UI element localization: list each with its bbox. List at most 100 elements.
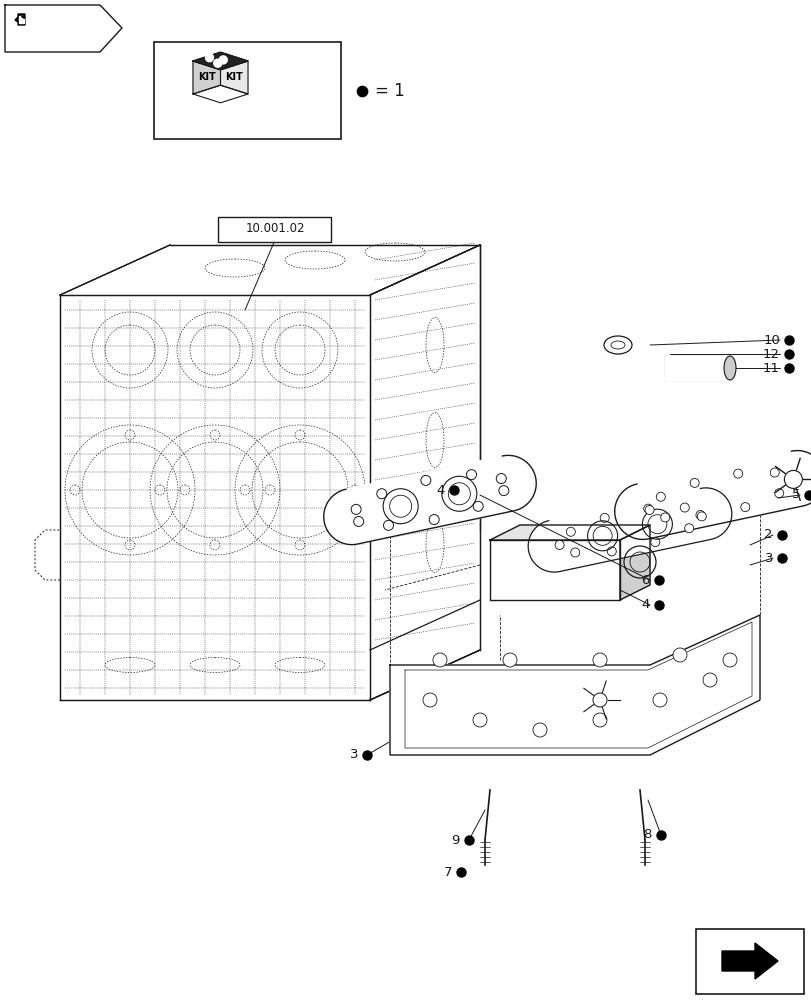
Polygon shape [614, 451, 811, 539]
Text: = 1: = 1 [375, 82, 404, 100]
Polygon shape [15, 14, 25, 25]
Circle shape [697, 512, 706, 521]
Point [654, 827, 667, 843]
Polygon shape [527, 488, 731, 572]
Text: KIT: KIT [198, 73, 216, 83]
Circle shape [429, 515, 439, 525]
Circle shape [213, 59, 221, 67]
Circle shape [774, 489, 783, 498]
Point [652, 597, 665, 613]
Circle shape [702, 673, 716, 687]
Point [462, 832, 475, 848]
Text: 6: 6 [641, 574, 649, 586]
Point [801, 487, 811, 503]
Point [782, 346, 795, 362]
Circle shape [502, 653, 517, 667]
Point [454, 864, 467, 880]
Circle shape [592, 713, 607, 727]
Circle shape [432, 653, 446, 667]
Text: 12: 12 [762, 348, 779, 360]
Point [782, 360, 795, 376]
Polygon shape [221, 61, 247, 94]
Circle shape [383, 520, 393, 530]
Circle shape [565, 527, 575, 536]
Polygon shape [19, 16, 24, 23]
Circle shape [496, 474, 505, 484]
Circle shape [350, 504, 361, 514]
Polygon shape [5, 5, 122, 52]
Polygon shape [620, 525, 649, 600]
Circle shape [644, 505, 654, 514]
Circle shape [473, 501, 483, 511]
Circle shape [652, 693, 666, 707]
Circle shape [783, 470, 801, 488]
Text: 10.001.02: 10.001.02 [245, 223, 304, 235]
Circle shape [684, 524, 693, 533]
Polygon shape [21, 16, 24, 18]
Point [652, 572, 665, 588]
Polygon shape [664, 356, 729, 380]
Circle shape [695, 511, 704, 520]
Polygon shape [193, 85, 247, 103]
FancyBboxPatch shape [218, 217, 331, 241]
Circle shape [592, 693, 607, 707]
Point [775, 527, 787, 543]
Text: 2: 2 [764, 528, 772, 542]
Circle shape [770, 468, 779, 477]
Ellipse shape [723, 356, 735, 380]
Text: 11: 11 [762, 361, 779, 374]
Circle shape [689, 478, 698, 487]
Circle shape [592, 653, 607, 667]
Circle shape [555, 540, 564, 549]
Text: 8: 8 [643, 828, 651, 842]
Point [782, 332, 795, 348]
Circle shape [643, 504, 652, 513]
FancyBboxPatch shape [696, 928, 804, 994]
Text: 9: 9 [451, 834, 460, 846]
Polygon shape [60, 245, 479, 700]
Point [775, 550, 787, 566]
Point [355, 83, 368, 99]
Circle shape [672, 648, 686, 662]
Circle shape [680, 503, 689, 512]
Text: KIT: KIT [225, 73, 242, 83]
Text: 5: 5 [791, 488, 799, 502]
Text: 4: 4 [436, 484, 444, 496]
Polygon shape [489, 540, 620, 600]
Ellipse shape [603, 336, 631, 354]
Circle shape [740, 503, 749, 512]
Circle shape [570, 548, 579, 557]
Circle shape [660, 513, 669, 522]
Text: 3: 3 [764, 552, 772, 564]
Circle shape [473, 713, 487, 727]
Point [360, 747, 373, 763]
Circle shape [420, 475, 431, 485]
Circle shape [376, 489, 386, 499]
Polygon shape [489, 525, 649, 540]
FancyBboxPatch shape [154, 42, 341, 139]
Circle shape [599, 513, 608, 522]
Circle shape [655, 492, 664, 501]
Circle shape [607, 547, 616, 556]
Polygon shape [389, 615, 759, 755]
Point [447, 482, 460, 498]
Text: 3: 3 [349, 748, 358, 762]
Circle shape [205, 54, 213, 62]
Polygon shape [721, 943, 777, 979]
Polygon shape [324, 455, 535, 545]
Circle shape [498, 486, 508, 496]
Text: 4: 4 [641, 598, 649, 611]
Circle shape [219, 56, 227, 64]
Circle shape [650, 538, 659, 547]
Circle shape [722, 653, 736, 667]
Circle shape [733, 469, 742, 478]
Circle shape [354, 516, 363, 526]
Circle shape [532, 723, 547, 737]
Circle shape [423, 693, 436, 707]
Circle shape [466, 470, 476, 480]
Text: 7: 7 [443, 865, 452, 879]
Polygon shape [193, 61, 221, 94]
Text: 10: 10 [762, 334, 779, 347]
Polygon shape [193, 52, 247, 70]
Circle shape [785, 476, 794, 485]
